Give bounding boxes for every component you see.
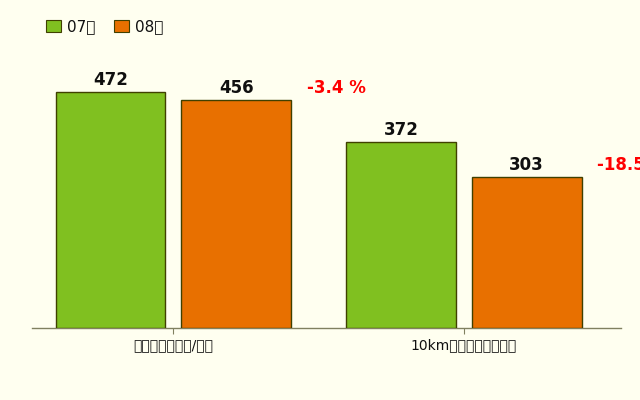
Text: -18.5 %: -18.5 % (597, 156, 640, 174)
Bar (181, 100, 291, 328)
Text: 472: 472 (93, 71, 128, 89)
Text: -3.4 %: -3.4 % (307, 79, 365, 97)
Legend: 07年, 08年: 07年, 08年 (45, 19, 163, 34)
Bar (346, 142, 456, 328)
Text: 303: 303 (509, 156, 544, 174)
Text: 456: 456 (219, 79, 253, 97)
Text: 372: 372 (383, 121, 419, 139)
Bar (472, 176, 582, 328)
Bar (56, 92, 166, 328)
